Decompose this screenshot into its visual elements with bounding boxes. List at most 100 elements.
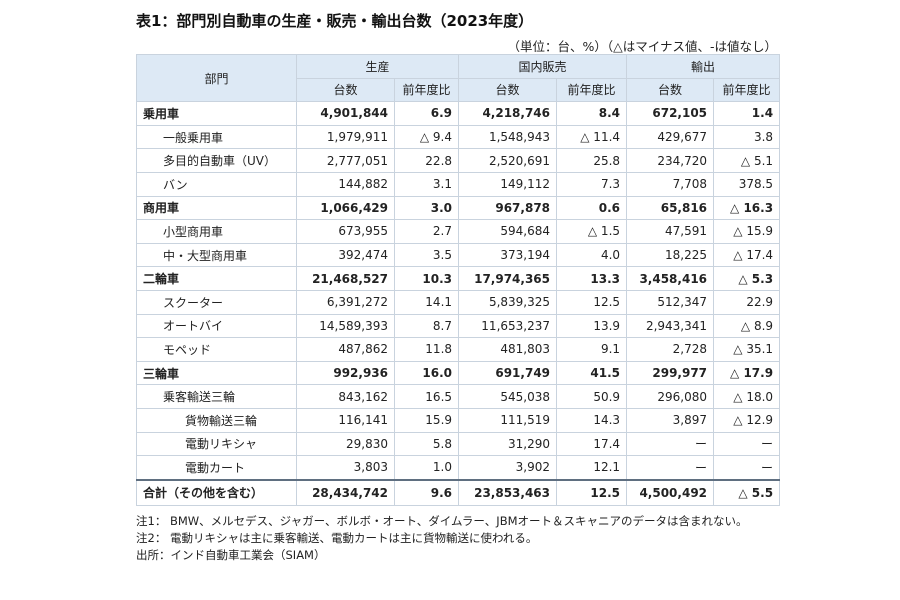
source-note: 出所：インド自動車工業会（SIAM）: [136, 548, 326, 562]
value-cell: 3.5: [393, 242, 460, 268]
value-cell: 7,708: [626, 171, 715, 197]
value-cell: 22.8: [393, 148, 460, 173]
value-cell: △ 18.0: [713, 384, 781, 409]
row-label: 中・大型商用車: [136, 242, 297, 268]
value-cell: ー: [626, 455, 715, 481]
header-export-units: 台数: [626, 77, 715, 103]
category-row: 商用車 1,066,429 3.0 967,878 0.6 65,816 △ 16.3: [136, 195, 781, 221]
subcategory-row: 電動カート 3,803 1.0 3,902 12.1 ーー: [136, 455, 781, 481]
value-cell: 4.0: [556, 242, 628, 268]
value-cell: 481,803: [458, 337, 558, 362]
value-cell: △ 16.3: [713, 195, 781, 221]
value-cell: 10.3: [393, 266, 460, 291]
value-cell: △ 5.3: [713, 266, 781, 291]
row-label: オートバイ: [136, 313, 297, 339]
value-cell: 2.7: [393, 219, 460, 244]
value-cell: △ 9.4: [393, 124, 460, 150]
header-row-2: 台数 前年度比 台数 前年度比 台数 前年度比: [137, 77, 781, 103]
header-production-yoy: 前年度比: [393, 77, 460, 103]
header-domestic-yoy: 前年度比: [556, 77, 628, 103]
value-cell: △ 17.9: [713, 360, 781, 386]
value-cell: 3,902: [458, 455, 558, 481]
value-cell: 1.4: [713, 101, 781, 126]
value-cell: 149,112: [458, 171, 558, 197]
value-cell: 0.6: [556, 195, 628, 221]
value-cell: 4,901,844: [296, 101, 395, 126]
value-cell: ー: [713, 431, 781, 457]
value-cell: 3.1: [393, 171, 460, 197]
value-cell: 12.1: [556, 455, 628, 481]
value-cell: 2,728: [626, 337, 715, 362]
table-title: 表1：部門別自動車の生産・販売・輸出台数（2023年度）: [136, 12, 534, 30]
value-cell: 1,979,911: [296, 124, 395, 150]
value-cell: 50.9: [556, 384, 628, 409]
subcategory-row: 乗客輸送三輪 843,162 16.5 545,038 50.9 296,080 △ 18.…: [136, 384, 781, 409]
footnotes: 注1： BMW、メルセデス、ジャガー、ボルボ・オート、ダイムラー、JBMオート＆…: [136, 513, 786, 564]
value-cell: 14,589,393: [296, 313, 395, 339]
value-cell: 6.9: [393, 101, 460, 126]
value-cell: 296,080: [626, 384, 715, 409]
value-cell: 4,500,492: [626, 478, 715, 506]
value-cell: 18,225: [626, 242, 715, 268]
value-cell: 5,839,325: [458, 289, 558, 315]
value-cell: 3.8: [713, 124, 781, 150]
header-export: 輸出: [626, 54, 781, 79]
value-cell: 111,519: [458, 407, 558, 433]
value-cell: 545,038: [458, 384, 558, 409]
value-cell: 14.1: [393, 289, 460, 315]
value-cell: △ 12.9: [713, 407, 781, 433]
value-cell: 8.7: [393, 313, 460, 339]
value-cell: 15.9: [393, 407, 460, 433]
value-cell: △ 17.4: [713, 242, 781, 268]
value-cell: 594,684: [458, 219, 558, 244]
value-cell: 2,520,691: [458, 148, 558, 173]
value-cell: 16.0: [393, 360, 460, 386]
category-row: 三輪車 992,936 16.0 691,749 41.5 299,977 △ 17.9: [136, 360, 781, 386]
value-cell: 691,749: [458, 360, 558, 386]
value-cell: △ 5.1: [713, 148, 781, 173]
subcategory-row: オートバイ 14,589,393 8.7 11,653,237 13.9 2,943,34…: [136, 313, 781, 339]
subcategory-row: スクーター 6,391,272 14.1 5,839,325 12.5 512,347 22…: [136, 289, 781, 315]
row-label: 小型商用車: [136, 219, 297, 244]
value-cell: 234,720: [626, 148, 715, 173]
value-cell: 28,434,742: [296, 478, 395, 506]
value-cell: 12.5: [556, 478, 628, 506]
value-cell: 2,943,341: [626, 313, 715, 339]
value-cell: △ 5.5: [713, 478, 781, 506]
subcategory-row: 多目的自動車（UV） 2,777,051 22.8 2,520,691 25.8 234,…: [136, 148, 781, 173]
value-cell: 3,458,416: [626, 266, 715, 291]
category-row: 二輪車 21,468,527 10.3 17,974,365 13.3 3,458,416…: [136, 266, 781, 291]
value-cell: 41.5: [556, 360, 628, 386]
row-label: 二輪車: [136, 266, 297, 291]
value-cell: 299,977: [626, 360, 715, 386]
row-label: 商用車: [136, 195, 297, 221]
value-cell: 14.3: [556, 407, 628, 433]
header-domestic-sales: 国内販売: [458, 54, 628, 79]
table-body: 乗用車 4,901,844 6.9 4,218,746 8.4 672,105 1.4 一般乗…: [136, 101, 781, 506]
value-cell: 4,218,746: [458, 101, 558, 126]
value-cell: 13.9: [556, 313, 628, 339]
value-cell: 378.5: [713, 171, 781, 197]
header-row-1: 部門 生産 国内販売 輸出: [136, 53, 781, 103]
value-cell: △ 8.9: [713, 313, 781, 339]
subcategory-row: 中・大型商用車 392,474 3.5 373,194 4.0 18,225 △ 17.4: [136, 242, 781, 268]
value-cell: 3,897: [626, 407, 715, 433]
value-cell: 17.4: [556, 431, 628, 457]
value-cell: △ 15.9: [713, 219, 781, 244]
value-cell: 6,391,272: [296, 289, 395, 315]
unit-note: （単位：台、%）（△はマイナス値、-は値なし）: [507, 39, 777, 54]
value-cell: 1.0: [393, 455, 460, 481]
value-cell: 373,194: [458, 242, 558, 268]
row-label: 電動リキシャ: [136, 431, 297, 457]
value-cell: 5.8: [393, 431, 460, 457]
row-label: 乗用車: [136, 101, 297, 126]
value-cell: 8.4: [556, 101, 628, 126]
value-cell: 392,474: [296, 242, 395, 268]
value-cell: 1,066,429: [296, 195, 395, 221]
row-label: 貨物輸送三輪: [136, 407, 297, 433]
value-cell: 512,347: [626, 289, 715, 315]
subcategory-row: 小型商用車 673,955 2.7 594,684 △ 1.5 47,591 △ 15.9: [136, 219, 781, 244]
data-table: 部門 生産 国内販売 輸出 台数 前年度比 台数 前年度比 台数 前年度比 乗用…: [136, 53, 781, 506]
value-cell: △ 11.4: [556, 124, 628, 150]
row-label: 多目的自動車（UV）: [136, 148, 297, 173]
